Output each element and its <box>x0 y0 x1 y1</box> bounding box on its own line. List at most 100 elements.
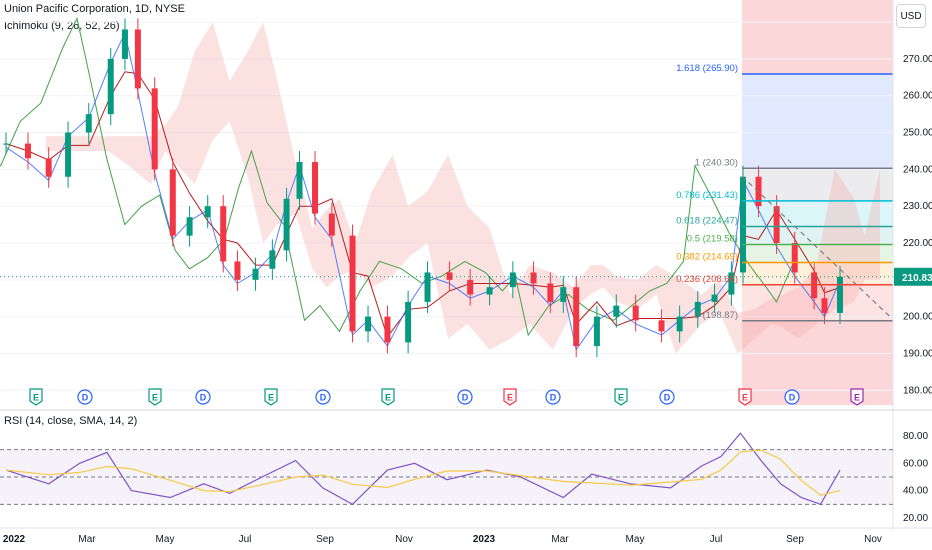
event-marker-label: D <box>82 393 89 403</box>
rsi-line <box>5 432 841 506</box>
rsi-tick-label: 80.00 <box>903 431 928 442</box>
price-candle <box>349 235 356 332</box>
price-tick-label: 190.00 <box>903 348 932 359</box>
earnings-marker <box>29 388 43 406</box>
price-candle <box>296 162 303 199</box>
price-candle <box>328 213 335 236</box>
price-candle <box>530 272 537 284</box>
fib-zone-bottom <box>742 320 893 405</box>
event-marker-label: D <box>550 393 557 403</box>
price-candle <box>467 279 474 295</box>
event-marker-label: D <box>200 393 207 403</box>
time-tick-label: Sep <box>316 534 334 545</box>
price-candle <box>169 169 176 236</box>
price-candle <box>220 206 227 262</box>
rsi-legend[interactable]: RSI (14, close, SMA, 14, 2) <box>4 415 138 427</box>
time-tick-label: 2023 <box>473 534 496 545</box>
price-candle <box>836 276 843 313</box>
price-candle <box>658 320 665 332</box>
earnings-marker <box>738 388 752 406</box>
price-candle <box>711 294 718 302</box>
earnings-marker <box>850 388 864 406</box>
price-candle <box>773 206 780 243</box>
fib-zone <box>742 168 893 201</box>
price-tick-label: 270.00 <box>903 54 932 65</box>
time-tick-label: Nov <box>395 534 413 545</box>
price-candle <box>269 250 276 269</box>
price-candle <box>740 176 747 273</box>
price-candle <box>204 206 211 218</box>
dividend-marker <box>545 389 561 405</box>
price-candle <box>252 268 259 280</box>
price-tick-label: 220.00 <box>903 238 932 249</box>
earnings-marker <box>381 388 395 406</box>
price-candle <box>791 243 798 273</box>
symbol-title[interactable]: Union Pacific Corporation, 1D, NYSE <box>4 3 185 15</box>
price-tick-label: 240.00 <box>903 164 932 175</box>
price-candle <box>593 316 600 347</box>
dividend-marker <box>659 389 675 405</box>
price-candle <box>151 88 158 170</box>
earnings-marker <box>148 388 162 406</box>
price-candle <box>613 305 620 317</box>
price-candle <box>728 272 735 295</box>
event-marker-label: E <box>742 393 748 403</box>
event-marker-label: E <box>507 393 513 403</box>
price-candle <box>694 301 701 317</box>
earnings-marker <box>503 388 517 406</box>
dividend-marker <box>457 389 473 405</box>
price-candle <box>234 261 241 280</box>
event-marker-label: D <box>320 393 327 403</box>
price-candle <box>509 272 516 288</box>
fib-level-label: 0.5 (219.58) <box>687 234 738 245</box>
earnings-marker <box>264 388 278 406</box>
event-marker-label: E <box>268 393 274 403</box>
price-tick-label: 230.00 <box>903 201 932 212</box>
time-tick-label: Jul <box>239 534 252 545</box>
price-candle <box>45 158 52 177</box>
fib-level-label: 0.618 (224.47) <box>676 216 738 227</box>
price-candle <box>107 58 114 115</box>
time-tick-label: Mar <box>551 534 569 545</box>
currency-button[interactable]: USD <box>896 4 926 28</box>
price-candle <box>365 316 372 332</box>
fib-zone <box>742 284 893 321</box>
time-tick-label: Sep <box>786 534 804 545</box>
dividend-marker <box>784 389 800 405</box>
price-candle <box>134 29 141 89</box>
price-tick-label: 250.00 <box>903 128 932 139</box>
price-candle <box>821 298 828 313</box>
fib-level-label: 0.382 (214.69) <box>676 252 738 263</box>
price-tick-label: 260.00 <box>903 91 932 102</box>
fib-level-label: 1.618 (265.90) <box>676 63 738 74</box>
price-candle <box>547 283 554 302</box>
price-candle <box>632 305 639 321</box>
event-marker-label: D <box>462 393 469 403</box>
rsi-tick-label: 60.00 <box>903 458 928 469</box>
fib-zone <box>742 226 893 245</box>
fib-zone <box>742 262 893 285</box>
price-tick-label: 180.00 <box>903 385 932 396</box>
price-candle <box>312 162 319 214</box>
rsi-sma-line <box>5 449 841 496</box>
event-marker-label: E <box>618 393 624 403</box>
price-tick-label: 200.00 <box>903 312 932 323</box>
price-candle <box>3 143 9 145</box>
price-candle <box>283 198 290 251</box>
time-tick-label: Mar <box>78 534 96 545</box>
price-candle <box>405 301 412 343</box>
price-candle <box>676 316 683 332</box>
fib-zone-top <box>742 0 893 75</box>
current-price-badge <box>894 267 932 286</box>
rsi-tick-label: 20.00 <box>903 513 928 524</box>
dividend-marker <box>77 389 93 405</box>
ichimoku-legend[interactable]: Ichimoku (9, 26, 52, 26) <box>4 20 120 32</box>
price-candle <box>65 132 72 177</box>
time-tick-label: 2022 <box>3 534 26 545</box>
price-candle <box>24 143 31 159</box>
price-candle <box>186 217 193 236</box>
price-candle <box>486 287 493 295</box>
fib-zone <box>742 74 893 169</box>
fib-level-label: 1 (240.30) <box>695 157 738 168</box>
